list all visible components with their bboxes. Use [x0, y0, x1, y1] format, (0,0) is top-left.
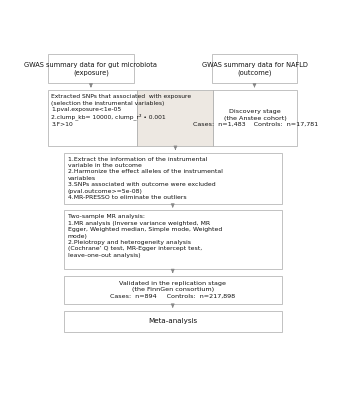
FancyBboxPatch shape	[213, 90, 297, 146]
FancyBboxPatch shape	[64, 153, 282, 204]
Text: Meta-analysis: Meta-analysis	[148, 318, 197, 324]
FancyBboxPatch shape	[64, 310, 282, 332]
FancyBboxPatch shape	[64, 276, 282, 304]
Text: 1.Extract the information of the instrumental
variable in the outcome
2.Harmoniz: 1.Extract the information of the instrum…	[68, 156, 222, 200]
FancyBboxPatch shape	[48, 54, 133, 84]
FancyBboxPatch shape	[212, 54, 297, 84]
Text: Validated in the replication stage
(the FinnGen consortium)
Cases:  n=894     Co: Validated in the replication stage (the …	[110, 281, 235, 299]
Text: GWAS summary data for gut microbiota
(exposure): GWAS summary data for gut microbiota (ex…	[25, 62, 157, 76]
Text: GWAS summary data for NAFLD
(outcome): GWAS summary data for NAFLD (outcome)	[202, 62, 307, 76]
FancyBboxPatch shape	[64, 210, 282, 269]
FancyBboxPatch shape	[137, 90, 213, 146]
Text: Discovery stage
(the Anstee cohort)
Cases:  n=1,483    Controls:  n=17,781: Discovery stage (the Anstee cohort) Case…	[193, 109, 318, 127]
FancyBboxPatch shape	[48, 90, 137, 146]
Text: Extracted SNPs that associated  with exposure
(selection the instrumental variab: Extracted SNPs that associated with expo…	[52, 94, 191, 127]
Text: Two-sample MR analysis:
1.MR analysis (Inverse variance weighted, MR
Egger, Weig: Two-sample MR analysis: 1.MR analysis (I…	[68, 214, 222, 258]
